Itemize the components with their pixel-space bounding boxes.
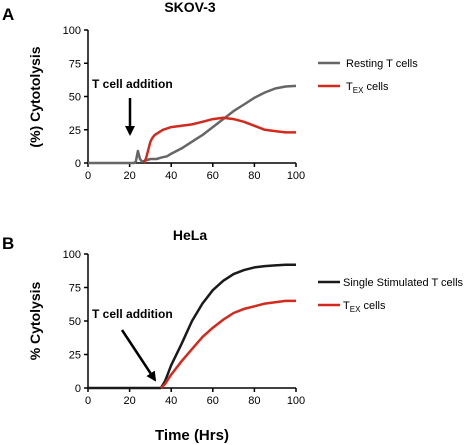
series-line-a-1 bbox=[143, 116, 296, 164]
legend-label-tex-a: TEX cells bbox=[346, 81, 389, 95]
series-line-b-0 bbox=[88, 263, 296, 390]
series-line-b-1 bbox=[159, 299, 296, 389]
x-tick-label-a: 40 bbox=[165, 170, 177, 182]
panel-letter-b: B bbox=[2, 234, 14, 253]
x-tick-label-b: 80 bbox=[248, 395, 260, 407]
y-tick-label-a: 50 bbox=[69, 92, 81, 104]
y-tick-label-b: 75 bbox=[69, 283, 81, 295]
y-tick-label-b: 50 bbox=[69, 316, 81, 328]
legend-a: Resting T cells TEX cells bbox=[318, 58, 418, 95]
y-tick-label-a: 75 bbox=[69, 58, 81, 70]
x-tick-label-a: 20 bbox=[123, 170, 135, 182]
legend-label-resting: Resting T cells bbox=[346, 58, 418, 70]
y-tick-label-b: 25 bbox=[69, 350, 81, 362]
series-group-a bbox=[88, 84, 297, 165]
annotation-arrow-b bbox=[120, 329, 157, 382]
panel-b: B HeLa % Cytolysis 0 20 40 60 80 100 0 25 50 75 10… bbox=[2, 227, 464, 407]
y-tick-label-b: 100 bbox=[63, 249, 81, 261]
x-tick-label-b: 60 bbox=[207, 395, 219, 407]
x-tick-label-a: 100 bbox=[287, 170, 305, 182]
annotation-text-b: T cell addition bbox=[92, 307, 173, 321]
panel-letter-a: A bbox=[2, 5, 14, 24]
x-tick-label-a: 0 bbox=[85, 170, 91, 182]
x-tick-label-b: 40 bbox=[165, 395, 177, 407]
y-axis-label-a: (%) Cytotolysis bbox=[27, 46, 43, 147]
legend-label-single: Single Stimulated T cells bbox=[343, 277, 464, 289]
x-tick-label-a: 80 bbox=[248, 170, 260, 182]
legend-b: Single Stimulated T cells TEX cells bbox=[318, 277, 464, 314]
x-tick-label-b: 20 bbox=[123, 395, 135, 407]
series-group-b bbox=[88, 263, 296, 390]
y-tick-label-a: 0 bbox=[75, 158, 81, 170]
axes-a: 0 20 40 60 80 100 0 25 50 75 100 bbox=[63, 25, 306, 182]
y-axis-label-b: % Cytolysis bbox=[27, 281, 43, 360]
y-tick-label-b: 0 bbox=[75, 383, 81, 395]
panel-title-a: SKOV-3 bbox=[164, 0, 216, 15]
axes-b: 0 20 40 60 80 100 0 25 50 75 100 bbox=[63, 249, 306, 407]
panel-title-b: HeLa bbox=[173, 227, 207, 243]
x-tick-label-b: 100 bbox=[287, 395, 305, 407]
y-tick-label-a: 25 bbox=[69, 125, 81, 137]
series-line-a-0 bbox=[88, 84, 297, 165]
x-tick-label-a: 60 bbox=[207, 170, 219, 182]
panel-a: A SKOV-3 (%) Cytotolysis 0 20 40 60 80 100 0 25… bbox=[2, 0, 418, 182]
legend-label-tex-b: TEX cells bbox=[343, 300, 386, 314]
annotation-text-a: T cell addition bbox=[92, 77, 173, 91]
x-tick-label-b: 0 bbox=[85, 395, 91, 407]
annotation-b: T cell addition bbox=[92, 307, 173, 382]
annotation-a: T cell addition bbox=[92, 77, 173, 136]
x-axis-label: Time (Hrs) bbox=[155, 427, 229, 444]
y-tick-label-a: 100 bbox=[63, 25, 81, 37]
